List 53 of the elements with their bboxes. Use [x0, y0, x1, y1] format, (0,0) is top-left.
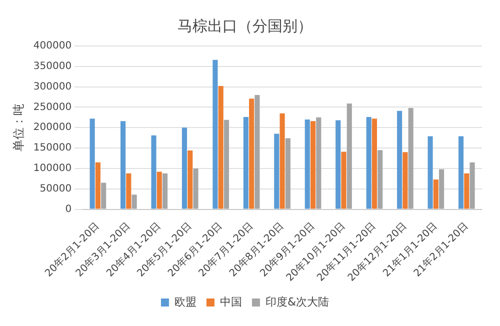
- bar: [336, 120, 341, 209]
- bar: [249, 98, 254, 209]
- bar: [95, 162, 100, 209]
- bar: [212, 60, 218, 209]
- bar: [464, 173, 470, 209]
- bar: [90, 118, 95, 209]
- y-axis-title: 单位：吨: [11, 104, 26, 152]
- bar: [408, 108, 414, 209]
- bar: [193, 168, 198, 209]
- bar: [439, 169, 444, 209]
- bar: [397, 110, 402, 209]
- bar: [280, 113, 285, 209]
- bar: [243, 117, 248, 209]
- y-tick-label: 150000: [33, 142, 72, 154]
- bar: [120, 121, 126, 209]
- bar: [366, 117, 372, 209]
- bar: [378, 150, 383, 209]
- bar: [151, 135, 156, 209]
- y-tick-label: 250000: [33, 102, 72, 113]
- bar: [433, 179, 438, 209]
- bar: [428, 136, 433, 209]
- y-tick-label: 200000: [33, 122, 72, 134]
- bar: [156, 172, 162, 209]
- bar: [132, 194, 137, 209]
- y-tick-label: 350000: [33, 61, 72, 72]
- bar: [162, 173, 168, 209]
- bar: [126, 173, 132, 209]
- bar: [341, 152, 346, 209]
- bar: [372, 118, 377, 209]
- y-tick-label: 0: [65, 204, 72, 215]
- bar: [470, 162, 475, 209]
- bar: [254, 94, 260, 209]
- y-tick-label: 400000: [33, 40, 72, 52]
- bar: [304, 119, 310, 209]
- bar: [316, 117, 322, 209]
- legend-label: 中国: [220, 295, 242, 308]
- chart-title: 马棕出口（分国别）: [178, 16, 312, 35]
- bar: [188, 150, 193, 209]
- y-tick-label: 300000: [33, 81, 72, 92]
- bar: [310, 121, 316, 209]
- bar: [274, 134, 280, 209]
- y-tick-label: 50000: [40, 183, 72, 194]
- bar: [402, 152, 408, 209]
- legend-label: 欧盟: [174, 295, 196, 308]
- bar: [182, 128, 188, 209]
- bar: [224, 120, 230, 209]
- legend-label: 印度&次大陆: [265, 295, 330, 308]
- y-tick-label: 100000: [33, 163, 72, 174]
- bar: [218, 86, 224, 209]
- bar: [285, 138, 290, 209]
- bar: [458, 136, 464, 209]
- bar: [101, 182, 106, 209]
- bar: [346, 104, 352, 209]
